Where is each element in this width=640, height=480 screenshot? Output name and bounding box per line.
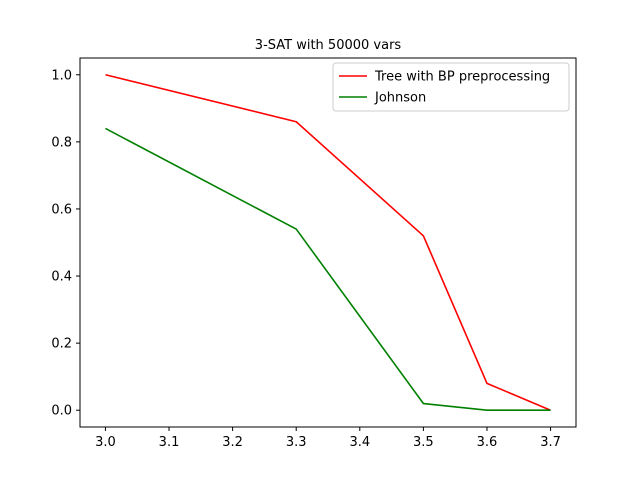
- x-tick-label: 3.0: [95, 435, 116, 450]
- y-tick-label: 0.4: [51, 270, 72, 285]
- series-layer: [105, 73, 551, 412]
- x-tick-label: 3.6: [477, 435, 498, 450]
- y-tick-label: 0.8: [51, 135, 72, 150]
- x-tick-label: 3.7: [540, 435, 561, 450]
- chart-title: 3-SAT with 50000 vars: [255, 38, 402, 53]
- plot-area: [79, 57, 577, 428]
- x-tick-label: 3.1: [159, 435, 180, 450]
- x-tick-label: 3.3: [286, 435, 307, 450]
- legend: Tree with BP preprocessing Johnson: [332, 62, 570, 112]
- y-tick-label: 0.6: [51, 202, 72, 217]
- y-tick-label: 0.0: [51, 404, 72, 419]
- series-line-1: [105, 73, 551, 411]
- legend-box: [332, 62, 570, 112]
- x-axis: 3.0 3.1 3.2 3.3 3.4 3.5 3.6 3.7: [95, 427, 561, 450]
- series-line-2: [105, 127, 551, 412]
- y-axis: 0.0 0.2 0.4 0.6 0.8 1.0: [51, 68, 80, 419]
- y-tick-label: 1.0: [51, 68, 72, 83]
- x-tick-label: 3.2: [222, 435, 243, 450]
- x-tick-label: 3.4: [349, 435, 370, 450]
- legend-label: Tree with BP preprocessing: [374, 70, 550, 85]
- legend-label: Johnson: [374, 91, 426, 106]
- axes-frame: [79, 57, 577, 428]
- y-tick-label: 0.2: [51, 337, 72, 352]
- x-tick-label: 3.5: [413, 435, 434, 450]
